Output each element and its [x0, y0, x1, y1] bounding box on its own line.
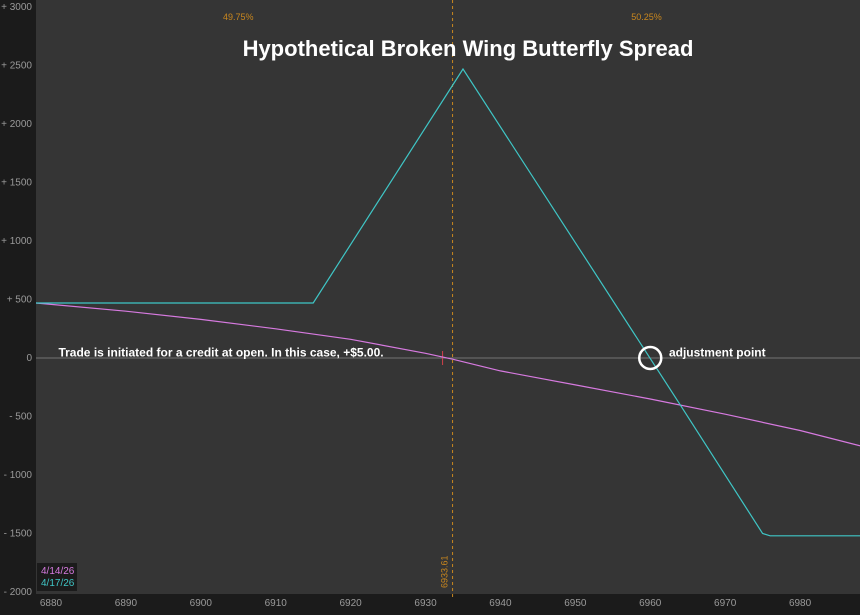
series-line [35, 302, 860, 447]
series-layer [35, 67, 860, 537]
legend-entry: 4/14/26 [41, 566, 75, 577]
x-tick-label: 6890 [115, 598, 138, 609]
legend-entry: 4/17/26 [41, 578, 75, 589]
x-tick-label: 6950 [564, 598, 587, 609]
x-tick-label: 6930 [414, 598, 437, 609]
y-tick-label: 0 [26, 353, 32, 364]
y-tick-label: - 1500 [4, 529, 33, 540]
y-tick-label: + 2500 [1, 61, 32, 72]
x-tick-label: 6940 [489, 598, 512, 609]
chart-title: Hypothetical Broken Wing Butterfly Sprea… [243, 36, 694, 61]
x-tick-label: 6920 [339, 598, 362, 609]
annotation-text: adjustment point [669, 346, 766, 360]
y-tick-label: + 3000 [1, 2, 32, 13]
y-tick-label: + 2000 [1, 119, 32, 130]
probability-labels: 49.75% 50.25% [223, 12, 662, 22]
annotation-text: Trade is initiated for a credit at open.… [58, 346, 383, 360]
y-tick-label: + 500 [7, 295, 33, 306]
x-axis: 6880 6890 6900 6910 6920 6930 6940 6950 6960 6970… [40, 598, 812, 609]
y-tick-label: + 1000 [1, 236, 32, 247]
annotations: Trade is initiated for a credit at open.… [58, 345, 766, 371]
x-tick-label: 6980 [789, 598, 812, 609]
series-line [36, 67, 860, 537]
x-tick-label: 6960 [639, 598, 662, 609]
probability-label: 49.75% [223, 12, 254, 22]
x-tick-label: 6970 [714, 598, 737, 609]
adjustment-circle [638, 345, 663, 371]
x-tick-label: 6880 [40, 598, 63, 609]
x-tick-label: 6900 [190, 598, 213, 609]
plot-area [36, 0, 860, 594]
y-tick-label: + 1500 [1, 178, 32, 189]
y-tick-label: - 1000 [4, 470, 33, 481]
price-marker-label: 6933.61 [440, 555, 450, 588]
x-tick-label: 6910 [265, 598, 288, 609]
y-tick-label: - 2000 [4, 587, 33, 598]
y-tick-label: - 500 [9, 412, 32, 423]
legend-box [37, 563, 77, 591]
probability-label: 50.25% [631, 12, 662, 22]
legend: 4/14/264/17/26 [37, 563, 77, 591]
y-axis: + 3000 + 2500 + 2000 + 1500 + 1000 + 500 0 - 50… [1, 2, 32, 598]
